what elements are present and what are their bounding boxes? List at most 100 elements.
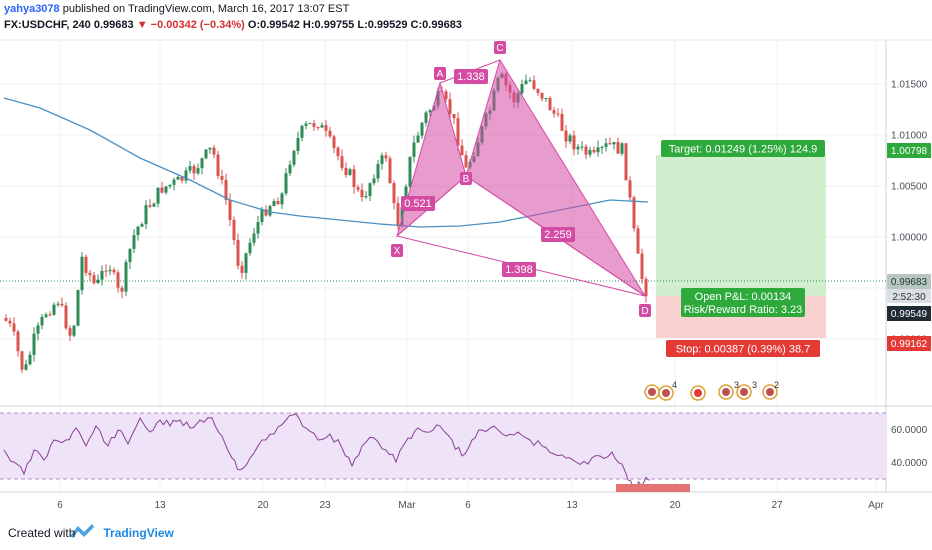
candle <box>88 269 92 281</box>
svg-text:Open P&L: 0.00134: Open P&L: 0.00134 <box>695 291 792 303</box>
price-change: −0.00342 (−0.34%) <box>150 19 245 31</box>
pattern-point-c[interactable]: C <box>494 41 506 54</box>
stop-label[interactable]: Stop: 0.00387 (0.39%) 38.7 <box>666 340 820 357</box>
candle <box>312 119 316 131</box>
candle <box>116 269 120 293</box>
candle <box>232 216 236 245</box>
pattern-ratio[interactable]: 0.521 <box>401 196 435 211</box>
candle <box>20 350 24 374</box>
candle <box>456 112 460 151</box>
candle <box>412 135 416 163</box>
pattern-ratio[interactable]: 1.398 <box>502 262 536 277</box>
candle <box>524 74 528 85</box>
pattern-point-b[interactable]: B <box>460 172 472 185</box>
svg-text:2:52:30: 2:52:30 <box>892 292 926 303</box>
candle <box>424 110 428 127</box>
candle <box>128 248 132 270</box>
rsi-axis[interactable]: 60.0000 40.0000 <box>891 425 928 469</box>
price-tick-label: 1.01000 <box>891 131 928 142</box>
price-axis[interactable]: 1.015001.010001.005001.000000.995000.990… <box>891 80 928 346</box>
time-tick-label: Apr <box>868 500 884 511</box>
time-tick-label: 13 <box>566 500 578 511</box>
target-zone[interactable] <box>656 155 826 296</box>
time-tick-label: 23 <box>319 500 331 511</box>
pattern-point-x[interactable]: X <box>391 244 403 257</box>
svg-text:Target: 0.01249 (1.25%) 124.9: Target: 0.01249 (1.25%) 124.9 <box>669 144 818 156</box>
candle <box>332 134 336 153</box>
svg-text:Stop: 0.00387 (0.39%) 38.7: Stop: 0.00387 (0.39%) 38.7 <box>676 344 811 356</box>
current-price-badge: 0.99683 <box>887 274 931 289</box>
candle <box>552 107 556 118</box>
candle <box>364 191 368 200</box>
pattern-ratio[interactable]: 2.259 <box>541 227 575 242</box>
ohlc-values: O:0.99542 H:0.99755 L:0.99529 C:0.99683 <box>247 19 462 31</box>
candle <box>388 155 392 184</box>
candle <box>244 252 248 280</box>
svg-text:0.99549: 0.99549 <box>891 309 928 320</box>
candle <box>320 122 324 128</box>
countdown-badge: 2:52:30 <box>887 289 931 303</box>
candle <box>60 297 64 308</box>
last-price: 0.99683 <box>93 19 134 31</box>
candle <box>528 77 532 83</box>
svg-text:1.398: 1.398 <box>505 264 533 276</box>
candle <box>464 150 468 168</box>
pattern-point-d[interactable]: D <box>639 304 651 317</box>
event-flag-icon[interactable] <box>736 384 752 400</box>
time-tick-label: 13 <box>154 500 166 511</box>
event-flag-icon[interactable] <box>762 384 778 400</box>
candle <box>252 228 256 247</box>
candle <box>576 143 580 155</box>
candle <box>268 204 272 217</box>
event-flag-icon[interactable] <box>690 385 706 401</box>
candle <box>316 126 320 131</box>
candle <box>236 233 240 270</box>
candle <box>588 146 592 158</box>
candle <box>428 108 432 117</box>
candle <box>28 351 32 366</box>
candle <box>628 176 632 202</box>
candle <box>240 261 244 279</box>
candle <box>572 130 576 156</box>
candle <box>328 127 332 139</box>
event-flag-icon[interactable] <box>718 384 734 400</box>
candle <box>228 193 232 227</box>
candle <box>144 200 148 230</box>
economic-events[interactable]: 4 3 3 2 <box>644 380 779 401</box>
target-label[interactable]: Target: 0.01249 (1.25%) 124.9 <box>661 140 825 157</box>
candle <box>212 145 216 159</box>
svg-text:2.259: 2.259 <box>544 229 572 241</box>
svg-text:C: C <box>496 43 503 54</box>
event-count: 4 <box>672 380 677 390</box>
candle <box>340 149 344 171</box>
svg-text:1.338: 1.338 <box>457 71 485 83</box>
candle <box>124 259 128 296</box>
candle <box>192 163 196 180</box>
candle <box>76 289 80 327</box>
candle <box>36 322 40 341</box>
event-flag-icon[interactable] <box>644 384 660 400</box>
price-tick-label: 1.01500 <box>891 80 928 91</box>
candle <box>180 176 184 184</box>
candle <box>616 137 620 154</box>
author-name[interactable]: yahya3078 <box>4 3 60 15</box>
event-flag-icon[interactable] <box>658 385 674 401</box>
svg-text:X: X <box>394 246 401 257</box>
svg-text:A: A <box>437 69 444 80</box>
candle <box>208 147 212 154</box>
candle <box>8 317 12 327</box>
svg-text:Risk/Reward Ratio: 3.23: Risk/Reward Ratio: 3.23 <box>684 304 803 316</box>
candle <box>184 167 188 184</box>
time-axis[interactable]: 6 13 20 23 Mar 6 13 20 27 Apr <box>57 500 884 511</box>
pattern-ratio[interactable]: 1.338 <box>454 69 488 84</box>
tradingview-brand[interactable]: TradingView <box>103 526 174 540</box>
candle <box>52 302 56 316</box>
svg-text:1.00798: 1.00798 <box>891 146 928 157</box>
rsi-band <box>0 413 886 479</box>
candle <box>520 79 524 97</box>
candle <box>280 192 284 209</box>
pattern-point-a[interactable]: A <box>434 67 446 80</box>
pnl-label[interactable]: Open P&L: 0.00134 Risk/Reward Ratio: 3.2… <box>681 288 805 317</box>
candle <box>32 327 36 362</box>
